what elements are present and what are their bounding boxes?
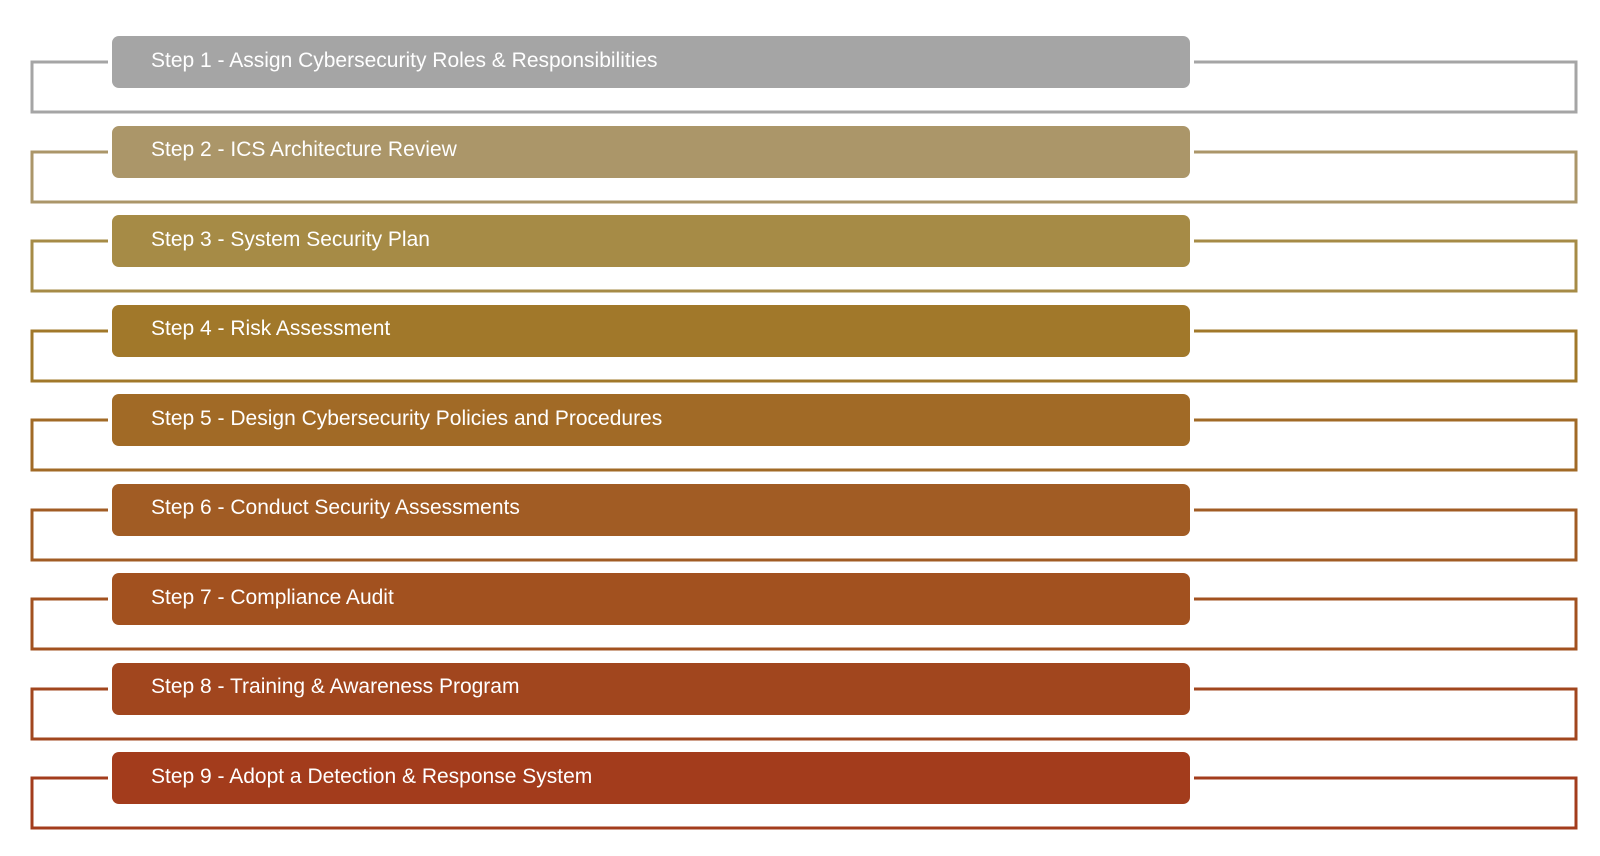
step-frame-line-5 xyxy=(30,418,1578,472)
step-frame-line-9 xyxy=(30,776,1578,830)
step-bar-3: Step 3 - System Security Plan xyxy=(112,215,1190,267)
step-row-4: Step 4 - Risk Assessment xyxy=(0,304,1600,385)
step-bar-9: Step 9 - Adopt a Detection & Response Sy… xyxy=(112,752,1190,804)
step-bar-4: Step 4 - Risk Assessment xyxy=(112,304,1190,357)
step-bar-8: Step 8 - Training & Awareness Program xyxy=(112,662,1190,715)
step-bar-6: Step 6 - Conduct Security Assessments xyxy=(112,483,1190,536)
step-frame-line-2 xyxy=(30,150,1578,203)
step-label-9: Step 9 - Adopt a Detection & Response Sy… xyxy=(151,764,593,788)
step-label-8: Step 8 - Training & Awareness Program xyxy=(151,675,520,698)
step-bar-7: Step 7 - Compliance Audit xyxy=(112,573,1190,625)
step-label-1: Step 1 - Assign Cybersecurity Roles & Re… xyxy=(151,48,658,72)
step-bar-5: Step 5 - Design Cybersecurity Policies a… xyxy=(112,394,1190,446)
step-label-5: Step 5 - Design Cybersecurity Policies a… xyxy=(151,406,663,430)
step-label-3: Step 3 - System Security Plan xyxy=(151,227,430,251)
step-row-2: Step 2 - ICS Architecture Review xyxy=(0,125,1600,206)
step-row-5: Step 5 - Design Cybersecurity Policies a… xyxy=(0,394,1600,474)
step-frame-6 xyxy=(30,508,1578,561)
step-frame-line-7 xyxy=(30,597,1578,651)
step-label-7: Step 7 - Compliance Audit xyxy=(151,585,394,609)
step-bar-2: Step 2 - ICS Architecture Review xyxy=(112,125,1190,178)
step-row-3: Step 3 - System Security Plan xyxy=(0,215,1600,295)
step-frame-line-1 xyxy=(30,60,1578,114)
step-frame-line-8 xyxy=(30,687,1578,740)
step-frame-5 xyxy=(30,418,1578,472)
step-frame-line-6 xyxy=(30,508,1578,561)
step-frame-8 xyxy=(30,687,1578,740)
step-frame-1 xyxy=(30,60,1578,114)
step-frame-2 xyxy=(30,150,1578,203)
step-label-4: Step 4 - Risk Assessment xyxy=(151,317,391,340)
step-frame-7 xyxy=(30,597,1578,651)
step-label-6: Step 6 - Conduct Security Assessments xyxy=(151,496,520,519)
step-frame-line-3 xyxy=(30,239,1578,293)
step-frame-line-4 xyxy=(30,329,1578,382)
step-row-8: Step 8 - Training & Awareness Program xyxy=(0,662,1600,743)
step-frame-4 xyxy=(30,329,1578,382)
step-frame-3 xyxy=(30,239,1578,293)
step-row-7: Step 7 - Compliance Audit xyxy=(0,573,1600,653)
step-bar-1: Step 1 - Assign Cybersecurity Roles & Re… xyxy=(112,36,1190,88)
step-label-2: Step 2 - ICS Architecture Review xyxy=(151,138,457,161)
step-row-9: Step 9 - Adopt a Detection & Response Sy… xyxy=(0,752,1600,832)
step-row-1: Step 1 - Assign Cybersecurity Roles & Re… xyxy=(0,36,1600,116)
step-row-6: Step 6 - Conduct Security Assessments xyxy=(0,483,1600,564)
step-frame-9 xyxy=(30,776,1578,830)
